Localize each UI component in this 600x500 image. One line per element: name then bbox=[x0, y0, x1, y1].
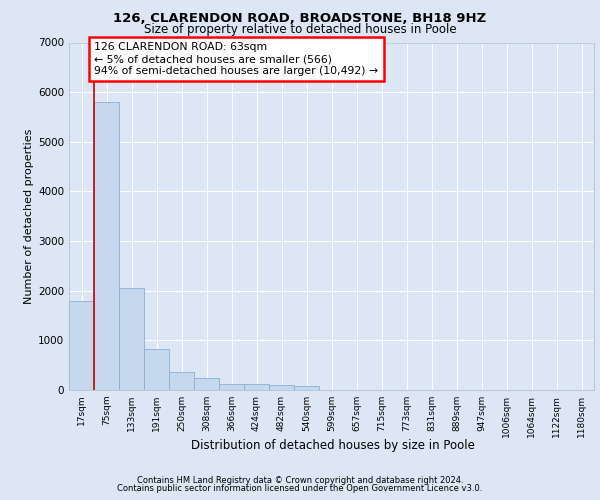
Text: Contains HM Land Registry data © Crown copyright and database right 2024.: Contains HM Land Registry data © Crown c… bbox=[137, 476, 463, 485]
Text: Distribution of detached houses by size in Poole: Distribution of detached houses by size … bbox=[191, 440, 475, 452]
Bar bbox=[69, 300, 94, 390]
Bar bbox=[94, 102, 119, 390]
Bar bbox=[219, 384, 244, 390]
Text: Size of property relative to detached houses in Poole: Size of property relative to detached ho… bbox=[143, 22, 457, 36]
Bar bbox=[269, 385, 294, 390]
Bar bbox=[294, 386, 319, 390]
Bar bbox=[244, 384, 269, 390]
Bar bbox=[119, 288, 144, 390]
Text: Contains public sector information licensed under the Open Government Licence v3: Contains public sector information licen… bbox=[118, 484, 482, 493]
Y-axis label: Number of detached properties: Number of detached properties bbox=[24, 128, 34, 304]
Text: 126 CLARENDON ROAD: 63sqm
← 5% of detached houses are smaller (566)
94% of semi-: 126 CLARENDON ROAD: 63sqm ← 5% of detach… bbox=[94, 42, 378, 76]
Bar bbox=[194, 378, 219, 390]
Bar bbox=[169, 372, 194, 390]
Text: 126, CLARENDON ROAD, BROADSTONE, BH18 9HZ: 126, CLARENDON ROAD, BROADSTONE, BH18 9H… bbox=[113, 12, 487, 26]
Bar bbox=[144, 350, 169, 390]
